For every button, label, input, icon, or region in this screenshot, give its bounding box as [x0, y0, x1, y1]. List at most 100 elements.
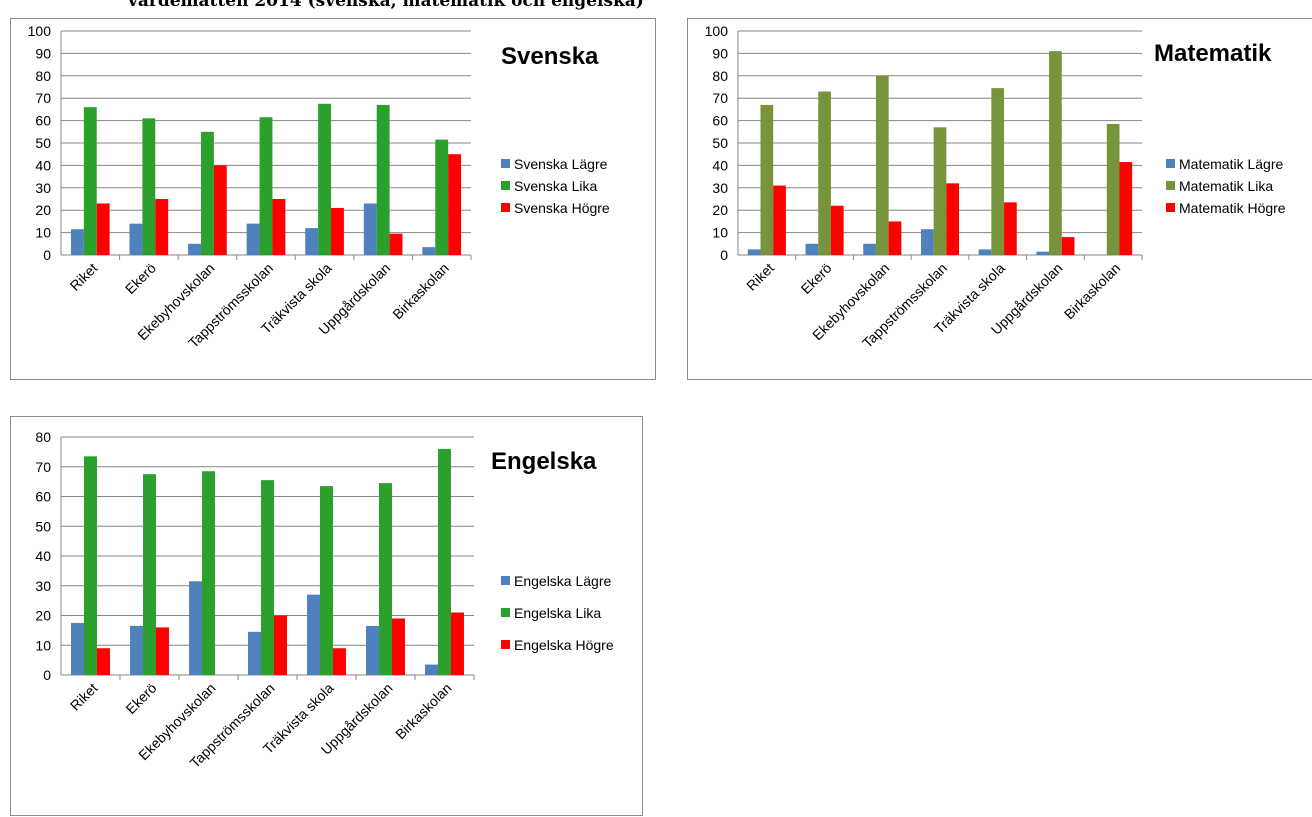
y-tick-label: 60 — [35, 113, 51, 129]
bar-matematik-l-gre-tr-kvista-skola — [978, 249, 992, 255]
bar-engelska-lika-uppg-rdskolan — [379, 483, 392, 675]
bar-svenska-h-gre-birkaskolan — [448, 154, 462, 255]
y-tick-label: 60 — [712, 113, 728, 129]
y-tick-label: 50 — [35, 518, 51, 534]
legend-swatch — [501, 159, 510, 168]
chart-panel-engelska: 0 10 20 30 40 50 60 70 80 Riket Ekerö Ekebyhovskola… — [10, 416, 643, 816]
bar-matematik-lika-ekebyhovskolan — [875, 75, 889, 255]
bar-engelska-h-gre-birkaskolan — [450, 612, 464, 675]
y-tick-label: 30 — [712, 180, 728, 196]
bar-engelska-l-gre-tr-kvista-skola — [307, 594, 321, 675]
bar-matematik-lika-eker — [818, 91, 831, 255]
y-tick-label: 10 — [712, 225, 728, 241]
y-tick-label: 100 — [705, 23, 729, 39]
bar-svenska-h-gre-riket — [96, 203, 110, 255]
y-tick-label: 70 — [35, 459, 51, 475]
y-tick-label: 60 — [35, 489, 51, 505]
y-tick-label: 90 — [35, 45, 51, 61]
bar-svenska-lika-tr-kvista-skola — [318, 103, 332, 255]
legend-label: Svenska Lika — [514, 178, 597, 194]
y-tick-label: 20 — [35, 608, 51, 624]
legend-label: Engelska Lika — [514, 605, 601, 621]
y-tick-label: 50 — [35, 135, 51, 151]
bar-svenska-lika-riket — [83, 107, 97, 255]
bar-svenska-l-gre-tappstr-msskolan — [246, 223, 260, 255]
y-tick-label: 40 — [35, 548, 51, 564]
bar-matematik-h-gre-ekebyhovskolan — [888, 221, 902, 255]
bar-engelska-lika-ekebyhovskolan — [202, 471, 215, 675]
bar-svenska-h-gre-tr-kvista-skola — [331, 207, 344, 255]
bar-engelska-h-gre-uppg-rdskolan — [391, 618, 405, 675]
bar-matematik-l-gre-tappstr-msskolan — [920, 229, 934, 255]
legend-label: Matematik Lika — [1179, 178, 1273, 194]
legend-label: Engelska Högre — [514, 637, 614, 653]
bar-engelska-l-gre-ekebyhovskolan — [189, 581, 203, 675]
bar-engelska-l-gre-riket — [71, 622, 85, 675]
y-tick-label: 10 — [35, 225, 51, 241]
bar-matematik-lika-tr-kvista-skola — [991, 88, 1005, 256]
legend-label: Matematik Lägre — [1179, 156, 1283, 172]
bar-engelska-lika-riket — [84, 456, 97, 675]
y-tick-label: 20 — [712, 202, 728, 218]
x-tick-label: Ekerö — [122, 260, 159, 297]
legend-swatch — [501, 203, 510, 212]
bar-svenska-l-gre-birkaskolan — [422, 247, 436, 255]
bar-matematik-lika-riket — [760, 104, 774, 255]
chart-title: Matematik — [1154, 40, 1272, 67]
bar-engelska-lika-tr-kvista-skola — [320, 486, 333, 675]
bar-matematik-lika-tappstr-msskolan — [933, 127, 947, 255]
chart-title: Engelska — [491, 448, 597, 475]
bar-engelska-lika-tappstr-msskolan — [261, 480, 274, 675]
bar-engelska-h-gre-eker — [155, 627, 169, 675]
legend-label: Svenska Högre — [514, 200, 610, 216]
y-tick-label: 30 — [35, 578, 51, 594]
page-heading: värdemätten 2014 (svenska, matematik och… — [128, 0, 644, 11]
bar-svenska-h-gre-eker — [155, 199, 169, 255]
y-tick-label: 40 — [35, 157, 51, 173]
y-tick-label: 0 — [43, 247, 51, 263]
y-tick-label: 80 — [35, 68, 51, 84]
bar-svenska-h-gre-uppg-rdskolan — [389, 233, 403, 255]
bar-svenska-l-gre-ekebyhovskolan — [188, 243, 201, 255]
bar-svenska-l-gre-eker — [129, 223, 143, 255]
chart-panel-matematik: 0 10 20 30 40 50 60 70 80 90 100 Riket Ekerö Ekebyhov… — [687, 18, 1312, 380]
y-tick-label: 80 — [712, 68, 728, 84]
x-tick-label: Ekerö — [798, 260, 835, 297]
legend-swatch — [1166, 159, 1175, 168]
y-tick-label: 70 — [712, 90, 728, 106]
bar-svenska-lika-ekebyhovskolan — [200, 131, 214, 255]
y-tick-label: 70 — [35, 90, 51, 106]
chart-title: Svenska — [501, 43, 599, 70]
bar-engelska-l-gre-uppg-rdskolan — [366, 625, 380, 675]
y-tick-label: 10 — [35, 637, 51, 653]
legend-swatch — [501, 576, 510, 585]
bar-engelska-lika-birkaskolan — [438, 448, 451, 675]
chart-panel-svenska: 0 10 20 30 40 50 60 70 80 90 100 Riket Ekerö Ekebyhov… — [10, 18, 656, 380]
legend-swatch — [1166, 181, 1175, 190]
x-tick-label: Ekerö — [122, 680, 159, 717]
y-tick-label: 30 — [35, 180, 51, 196]
legend-label: Svenska Lägre — [514, 156, 608, 172]
y-tick-label: 40 — [712, 157, 728, 173]
bar-engelska-h-gre-riket — [96, 648, 110, 675]
bar-engelska-lika-eker — [143, 474, 156, 675]
bar-matematik-l-gre-riket — [747, 249, 761, 255]
y-tick-label: 80 — [35, 429, 51, 445]
bar-matematik-h-gre-uppg-rdskolan — [1061, 237, 1075, 255]
legend-swatch — [1166, 203, 1175, 212]
x-tick-label: Riket — [67, 260, 101, 294]
bar-matematik-lika-birkaskolan — [1106, 123, 1120, 256]
bar-matematik-l-gre-eker — [805, 243, 819, 255]
bar-svenska-lika-tappstr-msskolan — [259, 117, 273, 256]
bar-engelska-l-gre-birkaskolan — [425, 664, 439, 675]
y-tick-label: 20 — [35, 202, 51, 218]
bar-svenska-lika-uppg-rdskolan — [376, 104, 390, 255]
bar-matematik-lika-uppg-rdskolan — [1049, 51, 1062, 255]
bar-matematik-h-gre-eker — [830, 205, 844, 255]
y-tick-label: 50 — [712, 135, 728, 151]
legend-label: Engelska Lägre — [514, 573, 612, 589]
x-tick-label: Birkaskolan — [392, 680, 454, 742]
